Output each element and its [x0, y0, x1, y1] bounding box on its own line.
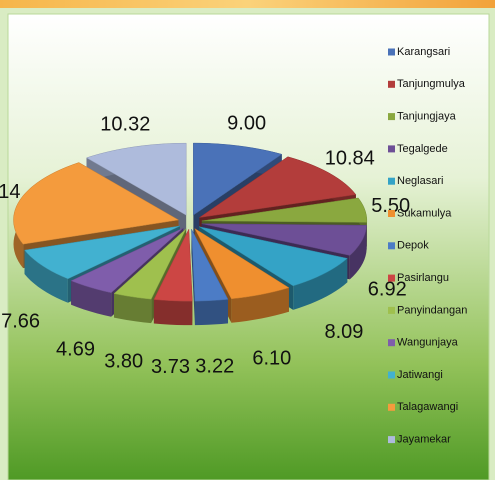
slice-wall — [194, 299, 229, 326]
data-label: 6.92 — [368, 278, 407, 300]
data-label: 4.69 — [56, 339, 95, 361]
legend-label: Pasirlangu — [397, 272, 449, 284]
slice-group — [191, 229, 229, 326]
legend-swatch — [388, 371, 395, 379]
slice-wall — [349, 225, 367, 280]
slice-wall — [114, 293, 152, 324]
legend-label: Jayamekar — [397, 434, 451, 446]
legend-swatch — [388, 436, 395, 444]
legend-label: Karangsari — [397, 46, 450, 58]
legend-label: Panyindangan — [397, 304, 467, 316]
slice — [113, 228, 187, 300]
legend-swatch — [388, 145, 395, 153]
slice — [24, 225, 181, 280]
data-label: 3.73 — [151, 356, 190, 378]
legend-swatch — [388, 177, 395, 185]
data-label: 3.80 — [104, 351, 143, 373]
data-label: 20.14 — [0, 181, 20, 203]
slice-wall — [71, 280, 112, 317]
slice — [13, 162, 180, 245]
slice — [193, 142, 283, 216]
data-label: 5.50 — [371, 195, 410, 217]
slice — [191, 229, 229, 302]
slice — [70, 227, 184, 293]
slice-wall — [231, 287, 289, 323]
data-label: 9.00 — [227, 112, 266, 134]
slice-wall — [24, 250, 68, 303]
slice — [194, 227, 290, 300]
pie — [13, 142, 368, 326]
slice — [199, 156, 357, 218]
legend-swatch — [388, 48, 395, 56]
legend: Karangsari Tanjungmulya Tanjungjaya Tegalge… — [388, 46, 467, 446]
data-label: 7.66 — [1, 310, 40, 332]
data-label: 8.09 — [324, 321, 363, 343]
slice — [201, 223, 367, 256]
slice-edge — [191, 229, 195, 326]
legend-swatch — [388, 210, 395, 217]
legend-swatch — [388, 403, 395, 411]
legend-swatch — [388, 274, 395, 282]
slice — [85, 142, 187, 216]
legend-label: Tanjungjaya — [397, 111, 457, 123]
legend-swatch — [388, 113, 395, 121]
legend-label: Talagawangi — [397, 401, 458, 413]
slice-group — [153, 228, 193, 326]
legend-label: Neglasari — [397, 175, 443, 187]
data-label: 10.32 — [100, 114, 150, 136]
legend-label: Wangunjaya — [397, 337, 459, 349]
legend-label: Jatiwangi — [397, 369, 443, 381]
slice-wall — [153, 299, 193, 326]
slice-wall — [293, 258, 348, 310]
legend-label: Tanjungmulya — [397, 78, 466, 90]
labels: 9.00 10.32 10.84 20.14 5.50 6.92 7.66 8.09 4.69 6… — [0, 112, 410, 377]
data-label: 6.10 — [252, 348, 291, 370]
legend-swatch — [388, 306, 395, 314]
legend-swatch — [388, 80, 395, 88]
legend-label: Tegalgede — [397, 143, 448, 155]
slice — [201, 197, 368, 223]
legend-swatch — [388, 242, 395, 250]
legend-label: Sukamulya — [397, 207, 452, 219]
legend-swatch — [388, 339, 395, 347]
legend-label: Depok — [397, 240, 429, 252]
slice — [153, 228, 193, 302]
data-label: 10.84 — [325, 147, 375, 169]
top-bar — [0, 0, 495, 8]
slice — [198, 226, 348, 287]
data-label: 3.22 — [195, 356, 234, 378]
